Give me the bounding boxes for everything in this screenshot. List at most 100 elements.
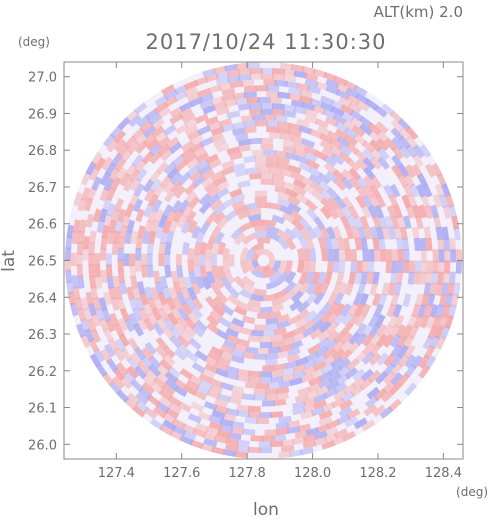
- radar-field-cell: [375, 226, 385, 240]
- radar-field-cell: [323, 155, 338, 168]
- radar-field-cell: [271, 303, 285, 313]
- radar-field-cell: [320, 205, 333, 220]
- radar-field-cell: [279, 62, 294, 71]
- radar-field-cell: [313, 353, 327, 365]
- radar-field-cell: [440, 183, 452, 198]
- radar-field-cell: [356, 185, 368, 200]
- radar-field-cell: [257, 97, 271, 104]
- radar-field-cell: [287, 195, 301, 207]
- radar-field-cell: [276, 229, 290, 242]
- radar-field-cell: [171, 418, 187, 430]
- radar-field-cell: [285, 236, 297, 251]
- radar-field-cell: [340, 176, 354, 191]
- radar-field-cell: [186, 379, 200, 391]
- radar-field-cell: [431, 314, 442, 330]
- radar-field-cell: [411, 303, 421, 318]
- radar-field-cell: [174, 159, 189, 172]
- radar-field-cell: [338, 406, 353, 418]
- radar-field-cell: [169, 106, 184, 118]
- radar-field-cell: [236, 300, 251, 311]
- radar-field-cell: [173, 84, 189, 96]
- radar-field-cell: [183, 324, 197, 338]
- radar-field-cell: [199, 220, 211, 235]
- radar-field-cell: [271, 260, 282, 274]
- radar-field-cell: [293, 70, 308, 79]
- radar-field-cell: [231, 317, 245, 328]
- radar-field-cell: [190, 134, 204, 147]
- radar-field-cell: [302, 247, 311, 261]
- radar-field-cell: [206, 389, 221, 400]
- radar-field-cell: [163, 161, 177, 175]
- radar-field-cell: [311, 311, 325, 324]
- radar-field-cell: [142, 132, 157, 146]
- radar-field-cell: [323, 387, 338, 399]
- radar-field-cell: [207, 350, 221, 362]
- radar-field-cell: [231, 193, 246, 204]
- radar-field-cell: [336, 236, 345, 251]
- radar-field-cell: [191, 225, 202, 239]
- radar-field-cell: [290, 64, 305, 73]
- radar-field-cell: [144, 219, 154, 234]
- radar-field-cell: [310, 181, 324, 194]
- radar-field-cell: [154, 94, 169, 107]
- radar-field-cell: [341, 312, 354, 326]
- radar-field-cell: [210, 132, 224, 143]
- radar-field-cell: [317, 271, 327, 285]
- radar-field-cell: [348, 331, 361, 345]
- radar-field-cell: [154, 101, 169, 114]
- radar-field-cell: [354, 149, 368, 163]
- radar-field-cell: [429, 282, 438, 297]
- radar-field-cell: [180, 140, 195, 153]
- radar-field-cell: [189, 141, 204, 154]
- radar-field-cell: [344, 226, 355, 240]
- radar-field-cell: [126, 219, 136, 234]
- radar-field-cell: [313, 216, 325, 230]
- radar-field-cell: [188, 270, 197, 284]
- radar-field-cell: [271, 333, 285, 342]
- radar-field-cell: [288, 122, 302, 132]
- radar-field-cell: [223, 99, 238, 108]
- radar-field-cell: [296, 118, 310, 128]
- radar-field-cell: [278, 415, 292, 424]
- radar-field-cell: [362, 157, 376, 171]
- radar-field-cell: [239, 326, 253, 336]
- radar-field-cell: [70, 252, 77, 267]
- radar-field-cell: [433, 215, 442, 230]
- radar-field-cell: [203, 400, 218, 411]
- radar-field-cell: [263, 268, 276, 279]
- radar-field-cell: [327, 302, 339, 316]
- radar-field-cell: [141, 150, 155, 165]
- radar-field-cell: [88, 253, 95, 267]
- radar-field-cell: [256, 347, 270, 354]
- radar-field-cell: [170, 270, 179, 284]
- radar-field-cell: [117, 208, 127, 223]
- radar-field-cell: [260, 143, 274, 150]
- radar-field-cell: [325, 329, 339, 343]
- radar-field-cell: [360, 368, 374, 382]
- radar-field-cell: [259, 306, 273, 314]
- radar-field-cell: [256, 382, 270, 389]
- radar-field-cell: [186, 91, 201, 103]
- radar-field-cell: [298, 125, 313, 135]
- radar-field-cell: [327, 371, 342, 384]
- radar-field-cell: [246, 167, 259, 175]
- radar-field-cell: [304, 310, 318, 323]
- radar-field-cell: [230, 227, 244, 240]
- radar-field-cell: [157, 143, 171, 157]
- radar-field-cell: [192, 175, 206, 188]
- radar-field-cell: [159, 175, 172, 189]
- radar-field-cell: [373, 104, 388, 118]
- radar-field-cell: [302, 359, 317, 370]
- radar-field-cell: [127, 140, 141, 155]
- radar-field-cell: [362, 195, 374, 209]
- radar-field-cell: [271, 68, 286, 75]
- radar-field-cell: [396, 215, 406, 230]
- radar-field-cell: [397, 249, 404, 262]
- radar-field-cell: [263, 219, 277, 228]
- radar-field-cell: [267, 260, 276, 269]
- radar-field-cell: [424, 204, 434, 219]
- radar-field-cell: [148, 230, 157, 244]
- radar-field-cell: [273, 363, 287, 371]
- radar-field-cell: [424, 163, 437, 178]
- radar-field-cell: [104, 343, 116, 358]
